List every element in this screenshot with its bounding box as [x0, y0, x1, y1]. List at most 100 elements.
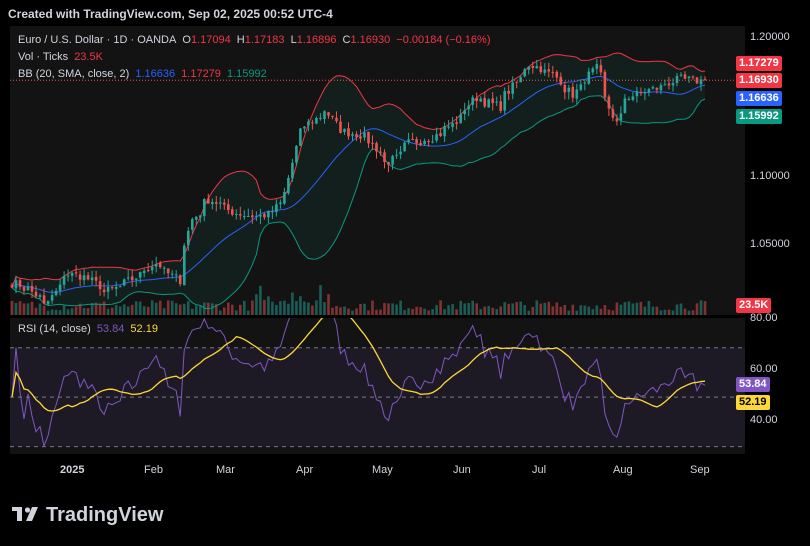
bb-mid-value: 1.16636 [135, 68, 176, 80]
volume-bar [199, 306, 202, 315]
candle-body [691, 76, 695, 78]
volume-bar [399, 300, 402, 315]
volume-bar [38, 303, 42, 315]
candle-body [267, 210, 270, 218]
high-value: 1.17183 [244, 34, 285, 46]
rsi-axis[interactable]: 80.00 60.00 40.00 [745, 312, 810, 454]
candle-body [451, 123, 454, 128]
candle-body [178, 275, 182, 284]
bb-mid-price-tag: 1.16636 [736, 91, 782, 106]
candle-body [70, 272, 74, 276]
candle-body [623, 98, 627, 113]
price-axis[interactable]: 1.20000 1.10000 1.05000 [745, 26, 810, 315]
volume-bar [387, 303, 390, 315]
rsi-ma-line [11, 318, 706, 412]
candle-body [407, 139, 410, 143]
candle-body [547, 69, 551, 72]
time-label: Aug [613, 464, 633, 476]
volume-bar [403, 310, 406, 315]
candle-body [263, 213, 266, 218]
close-label: C [342, 34, 351, 46]
candle-body [467, 105, 470, 110]
volume-bar [571, 304, 575, 315]
volume-bar [391, 303, 394, 315]
candle-body [439, 133, 442, 136]
volume-bar [471, 300, 474, 315]
rsi-tag: 53.84 [736, 377, 770, 392]
bb-upper-value: 1.17279 [181, 68, 221, 80]
candle-body [223, 202, 226, 205]
candle-body [615, 118, 619, 122]
candle-body [611, 109, 615, 118]
candle-body [110, 287, 114, 289]
volume-bar [567, 310, 571, 315]
volume-bar [183, 303, 186, 315]
pane-separator[interactable] [10, 315, 810, 318]
candle-body [419, 142, 422, 146]
volume-bar [679, 303, 683, 315]
volume-legend[interactable]: Vol · Ticks 23.5K [18, 51, 106, 63]
volume-bar [559, 306, 563, 315]
candle-body [535, 66, 539, 69]
volume-bar [547, 301, 551, 315]
candle-body [319, 117, 322, 119]
volume-bar [126, 306, 130, 315]
candle-body [359, 136, 362, 139]
volume-bar [643, 306, 647, 315]
candle-body [355, 134, 358, 138]
candle-body [335, 117, 338, 122]
candle-body [379, 151, 382, 153]
candle-body [30, 286, 34, 292]
volume-bar [335, 306, 338, 315]
time-label: Jul [532, 464, 547, 476]
volume-bar [243, 300, 246, 315]
volume-bar [14, 303, 18, 315]
candle-body [46, 300, 50, 305]
candle-body [555, 71, 559, 78]
price-tick: 1.05000 [750, 238, 790, 250]
volume-bar [519, 301, 522, 315]
candle-body [375, 143, 378, 152]
time-axis[interactable]: 2025 Feb Mar Apr May Jun Jul Aug Sep [10, 455, 810, 485]
candle-body [667, 83, 671, 86]
candle-body [383, 152, 386, 162]
header-credit: Created with TradingView.com, Sep 02, 20… [8, 7, 333, 21]
candle-body [523, 69, 526, 77]
volume-bar [178, 304, 182, 315]
volume-bar [295, 301, 298, 315]
low-value: 1.16896 [296, 34, 337, 46]
volume-bar [483, 306, 486, 315]
candle-body [323, 111, 326, 119]
volume-bar [651, 306, 655, 315]
volume-bar [459, 300, 462, 315]
volume-bar [427, 310, 430, 315]
candle-body [231, 209, 234, 215]
volume-bar [495, 309, 498, 315]
price-pane[interactable]: Euro / U.S. Dollar · 1D · OANDA O1.17094… [10, 26, 745, 315]
tradingview-logo[interactable]: TradingView [12, 504, 163, 527]
volume-bar [355, 308, 358, 315]
rsi-legend[interactable]: RSI (14, close) 53.84 52.19 [18, 323, 161, 335]
volume-bar [311, 305, 314, 315]
volume-bar [82, 308, 86, 315]
candle-body [571, 86, 575, 98]
volume-bar [455, 309, 458, 315]
volume-bar [491, 307, 494, 315]
volume-bar [315, 300, 318, 315]
rsi-tick: 80.00 [750, 312, 778, 324]
volume-bar [134, 301, 138, 315]
volume-bar [439, 300, 442, 315]
open-value: 1.17094 [190, 34, 231, 46]
volume-bar [487, 305, 490, 315]
volume-bar [371, 300, 374, 315]
symbol-legend[interactable]: Euro / U.S. Dollar · 1D · OANDA O1.17094… [18, 34, 493, 46]
candle-body [34, 291, 38, 297]
volume-bar [323, 302, 326, 315]
candle-body [14, 280, 18, 289]
volume-bar [70, 308, 74, 315]
bb-legend[interactable]: BB (20, SMA, close, 2) 1.16636 1.17279 1… [18, 68, 270, 80]
rsi-pane[interactable]: RSI (14, close) 53.84 52.19 [10, 318, 745, 454]
volume-bar [223, 307, 226, 315]
candle-body [279, 202, 282, 204]
candle-body [487, 99, 490, 108]
